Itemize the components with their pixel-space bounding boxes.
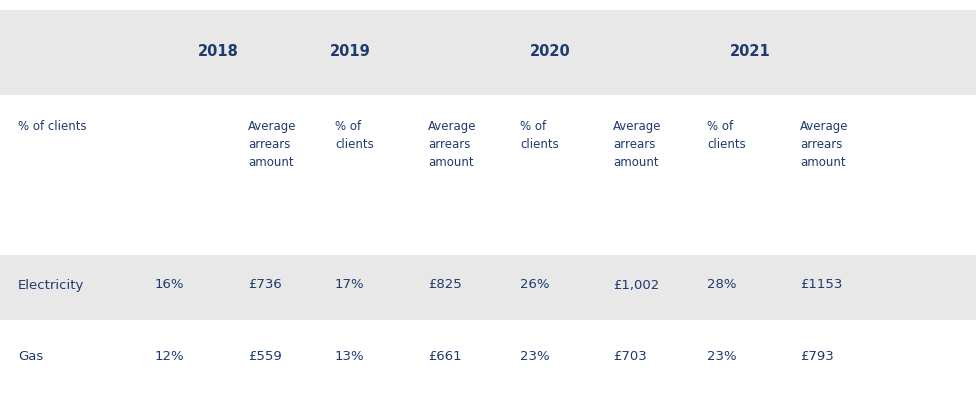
Text: 2020: 2020 [530,45,571,60]
Text: £793: £793 [800,350,834,363]
Text: £703: £703 [613,350,647,363]
Text: Average
arrears
amount: Average arrears amount [800,120,848,169]
Bar [0,105,976,245]
Text: 26%: 26% [520,278,549,292]
Text: % of clients: % of clients [18,120,87,133]
Text: £1153: £1153 [800,278,842,292]
Text: 13%: 13% [335,350,365,363]
Text: Average
arrears
amount: Average arrears amount [248,120,297,169]
Text: £661: £661 [428,350,462,363]
Text: Average
arrears
amount: Average arrears amount [428,120,476,169]
Text: 16%: 16% [155,278,184,292]
Text: % of
clients: % of clients [707,120,746,151]
Text: £825: £825 [428,278,462,292]
Text: 23%: 23% [520,350,549,363]
Text: 28%: 28% [707,278,737,292]
Text: Gas: Gas [18,350,43,363]
Text: % of
clients: % of clients [335,120,374,151]
Text: 12%: 12% [155,350,184,363]
Text: £559: £559 [248,350,282,363]
Bar [0,330,976,390]
Text: Average
arrears
amount: Average arrears amount [613,120,662,169]
Text: 17%: 17% [335,278,365,292]
Text: 2021: 2021 [730,45,771,60]
Text: 23%: 23% [707,350,737,363]
Text: 2019: 2019 [330,45,371,60]
Text: % of
clients: % of clients [520,120,558,151]
Bar [0,10,976,95]
Text: £736: £736 [248,278,282,292]
Text: £1,002: £1,002 [613,278,659,292]
Bar [0,255,976,320]
Text: 2018: 2018 [198,45,239,60]
Text: Electricity: Electricity [18,278,84,292]
